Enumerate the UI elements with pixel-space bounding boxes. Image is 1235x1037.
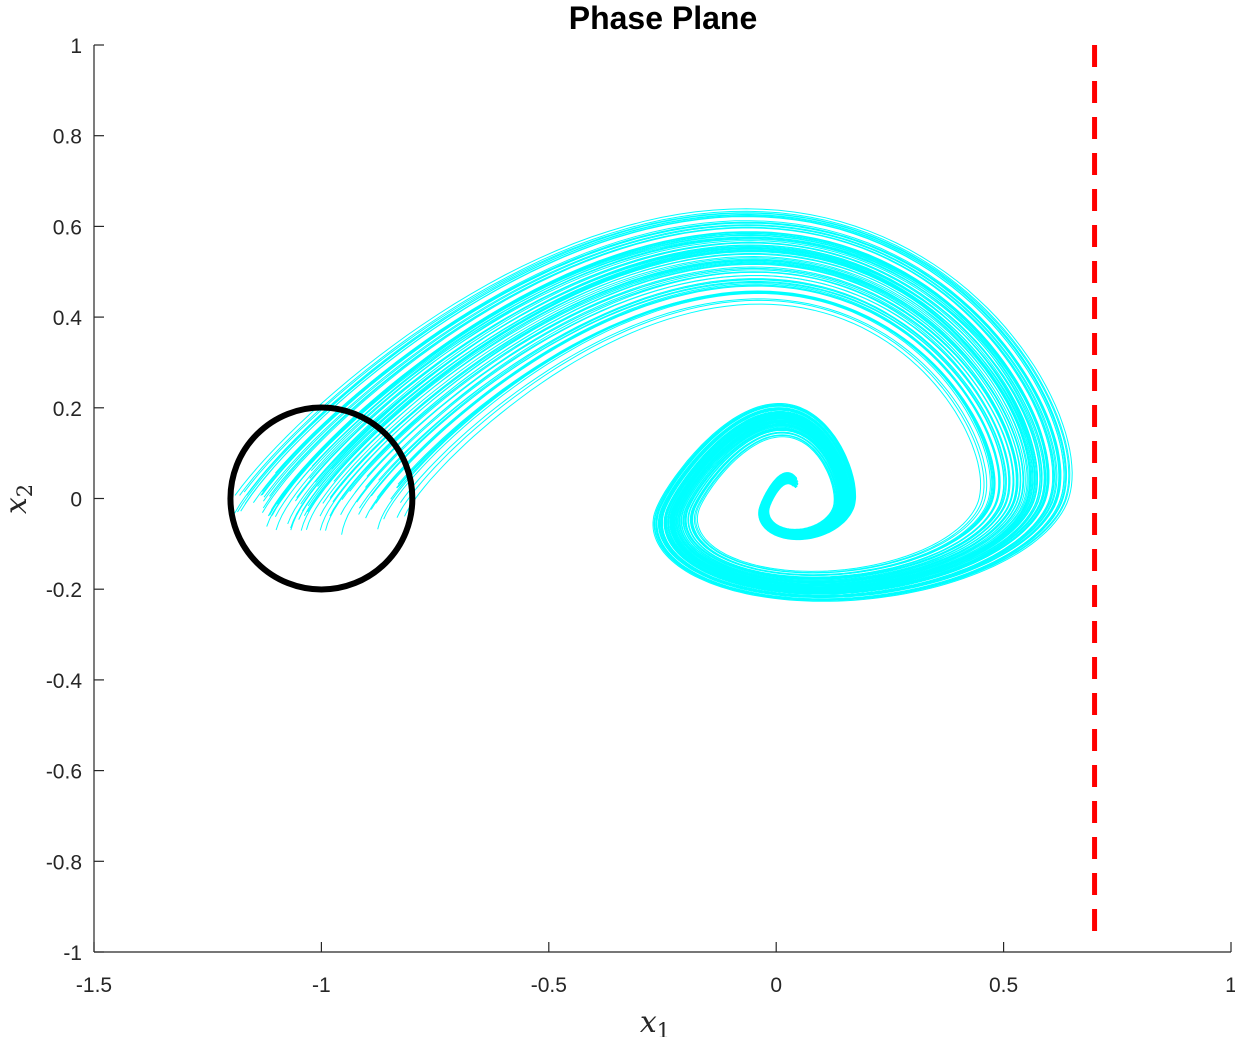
trajectory-line: [341, 266, 1018, 584]
y-tick-label: -0.2: [46, 579, 82, 602]
trajectory-line: [287, 242, 1038, 591]
y-tick-label: -0.8: [46, 851, 82, 874]
trajectory-line: [340, 261, 1024, 586]
x-tick-label: 1: [1225, 974, 1235, 997]
y-tick-label: -1: [63, 942, 82, 965]
x-axis-label: x1: [640, 1005, 670, 1037]
initial-set-circle: [227, 404, 416, 593]
trajectory-line: [305, 253, 1028, 588]
x-tick-label: -1.5: [76, 974, 112, 997]
trajectory-line: [234, 212, 1068, 601]
y-tick-label: 0.6: [53, 216, 82, 239]
y-tick-label: 0.2: [53, 398, 82, 421]
x-ticks: -1.5 -1 -0.5 0 0.5 1: [76, 942, 1235, 997]
y-ticks: -1 -0.8 -0.6 -0.4 -0.2 0 0.2 0.4 0.6 0.8 1: [46, 35, 104, 965]
y-axis-label: x2: [0, 484, 37, 514]
trajectory-line: [341, 271, 1010, 582]
trajectory-line: [370, 281, 1005, 579]
trajectory-line: [383, 293, 991, 576]
y-tick-label: 0.4: [53, 307, 83, 330]
y-tick-label: -0.6: [46, 761, 82, 784]
trajectory-line: [234, 208, 1073, 602]
chart-title: Phase Plane: [569, 0, 758, 36]
trajectory-line: [266, 231, 1048, 595]
y-tick-label: 0: [70, 489, 82, 512]
y-tick-label: 0.8: [53, 126, 82, 149]
y-tick-label: 1: [70, 35, 82, 58]
x-tick-label: -1: [312, 974, 331, 997]
x-tick-label: 0: [770, 974, 782, 997]
y-tick-label: -0.4: [46, 670, 83, 693]
trajectory-line: [370, 284, 1000, 578]
x-tick-label: -0.5: [531, 974, 567, 997]
trajectory-line: [262, 226, 1055, 596]
trajectory-line: [365, 283, 1001, 579]
x-tick-label: 0.5: [989, 974, 1018, 997]
trajectory-bundle: [234, 208, 1073, 602]
